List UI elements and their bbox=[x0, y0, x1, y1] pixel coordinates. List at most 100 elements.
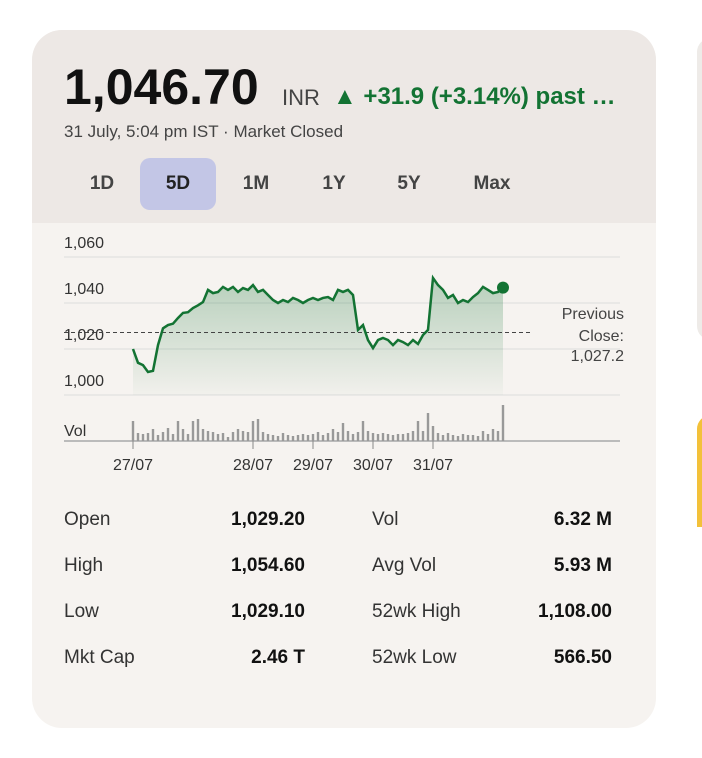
volume-bar bbox=[326, 433, 330, 441]
x-tick-label: 28/07 bbox=[233, 457, 273, 474]
volume-bar bbox=[161, 432, 165, 441]
volume-bar bbox=[231, 432, 235, 441]
volume-bar bbox=[451, 435, 455, 441]
volume-bar bbox=[311, 434, 315, 441]
volume-bar bbox=[356, 432, 360, 441]
volume-bar bbox=[421, 431, 425, 441]
volume-bar bbox=[376, 434, 380, 441]
price-area bbox=[133, 277, 503, 395]
y-tick-label: 1,000 bbox=[64, 373, 104, 390]
volume-label: Vol bbox=[64, 423, 86, 440]
volume-bar bbox=[141, 434, 145, 441]
stat-value: 1,108.00 bbox=[538, 601, 612, 622]
volume-bar bbox=[191, 421, 195, 441]
side-card bbox=[697, 38, 702, 340]
volume-bar bbox=[226, 437, 230, 441]
volume-bar bbox=[156, 435, 160, 441]
volume-bar bbox=[131, 421, 135, 441]
volume-bar bbox=[151, 429, 155, 441]
price-change: ▲ +31.9 (+3.14%) past … bbox=[333, 83, 616, 110]
stat-value: 566.50 bbox=[553, 647, 612, 668]
volume-bar bbox=[241, 431, 245, 441]
stat-value: 1,029.10 bbox=[231, 601, 305, 622]
x-tick-label: 29/07 bbox=[293, 457, 333, 474]
volume-bar bbox=[296, 435, 300, 441]
volume-bar bbox=[136, 433, 140, 441]
volume-bar bbox=[481, 431, 485, 441]
volume-bar bbox=[416, 421, 420, 441]
previous-close-title: Previous Close: bbox=[561, 306, 624, 345]
volume-bar bbox=[476, 436, 480, 441]
volume-bar bbox=[211, 432, 215, 441]
x-tick-label: 31/07 bbox=[413, 457, 453, 474]
stat-value: 2.46 T bbox=[251, 647, 305, 668]
volume-bar bbox=[436, 433, 440, 441]
range-tab[interactable]: 5Y bbox=[397, 173, 421, 194]
stat-value: 1,029.20 bbox=[231, 509, 305, 530]
volume-bar bbox=[431, 426, 435, 441]
volume-bar bbox=[336, 432, 340, 441]
volume-bar bbox=[391, 435, 395, 441]
range-tab[interactable]: 1D bbox=[89, 173, 115, 194]
volume-bar bbox=[471, 435, 475, 441]
volume-bar bbox=[461, 434, 465, 441]
volume-bar bbox=[456, 436, 460, 441]
volume-bar bbox=[271, 435, 275, 441]
volume-bar bbox=[346, 431, 350, 441]
volume-bar bbox=[171, 434, 175, 441]
volume-bar bbox=[366, 431, 370, 441]
previous-close-value: 1,027.2 bbox=[570, 348, 624, 365]
volume-bar bbox=[216, 434, 220, 441]
volume-bar bbox=[286, 435, 290, 441]
range-tab[interactable]: 1M bbox=[242, 173, 270, 194]
range-tab[interactable]: 1Y bbox=[322, 173, 346, 194]
price-line bbox=[131, 274, 504, 374]
volume-bar bbox=[166, 428, 170, 441]
volume-bar bbox=[341, 423, 345, 441]
y-tick-label: 1,020 bbox=[64, 327, 104, 344]
volume-bar bbox=[501, 405, 505, 441]
volume-bar bbox=[491, 429, 495, 441]
volume-bar bbox=[441, 435, 445, 441]
stat-label: Low bbox=[64, 601, 99, 622]
stat-label: High bbox=[64, 555, 104, 576]
volume-bar bbox=[396, 434, 400, 441]
side-card bbox=[697, 415, 702, 527]
stat-value: 5.93 M bbox=[553, 555, 612, 576]
volume-bar bbox=[361, 421, 365, 441]
volume-bar bbox=[411, 431, 415, 441]
volume-bar bbox=[386, 434, 390, 441]
volume-bar bbox=[486, 434, 490, 441]
volume-bar bbox=[196, 419, 200, 441]
volume-bar bbox=[266, 434, 270, 441]
volume-bar bbox=[236, 429, 240, 441]
stat-value: 6.32 M bbox=[553, 509, 612, 530]
stat-label: Open bbox=[64, 509, 111, 530]
volume-bar bbox=[401, 434, 405, 441]
stat-label: 52wk Low bbox=[372, 647, 457, 668]
volume-bar bbox=[201, 429, 205, 441]
volume-bar bbox=[496, 431, 500, 441]
price: 1,046.70 bbox=[64, 59, 259, 115]
stat-value: 1,054.60 bbox=[231, 555, 305, 576]
stat-label: Vol bbox=[372, 509, 399, 530]
stat-label: Avg Vol bbox=[372, 555, 437, 576]
last-price-dot bbox=[497, 281, 509, 294]
volume-bar bbox=[261, 432, 265, 441]
volume-bar bbox=[371, 433, 375, 441]
volume-bar bbox=[426, 413, 430, 441]
range-tab[interactable]: 5D bbox=[140, 158, 216, 210]
volume-bar bbox=[316, 432, 320, 441]
volume-bar bbox=[306, 435, 310, 441]
volume-bar bbox=[406, 433, 410, 441]
x-tick-label: 30/07 bbox=[353, 457, 393, 474]
volume-bar bbox=[251, 421, 255, 441]
stat-label: Mkt Cap bbox=[64, 647, 135, 668]
stat-label: 52wk High bbox=[372, 601, 461, 622]
volume-bar bbox=[206, 431, 210, 441]
volume-bar bbox=[186, 434, 190, 441]
volume-bar bbox=[291, 436, 295, 441]
range-tab[interactable]: Max bbox=[473, 173, 511, 194]
volume-bar bbox=[246, 432, 250, 441]
